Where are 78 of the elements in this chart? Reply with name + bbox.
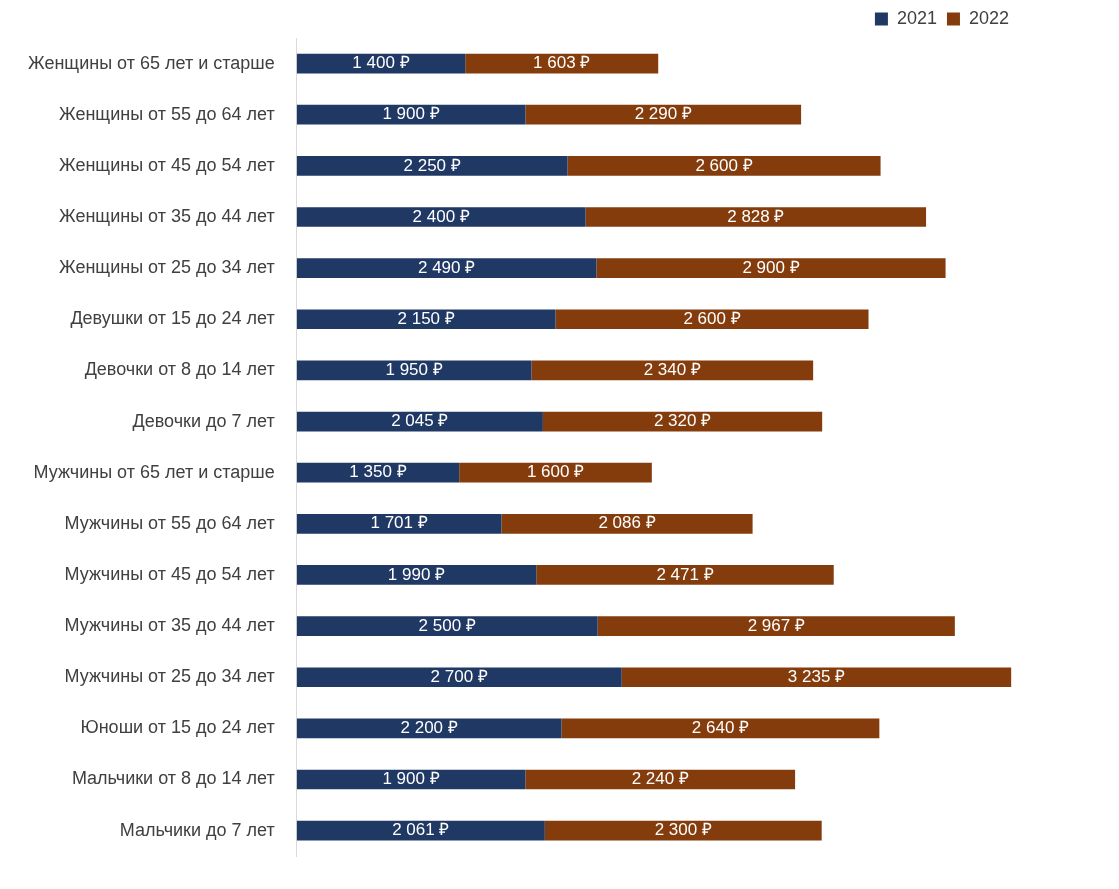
data-label: 1 701 ₽ bbox=[370, 513, 428, 533]
y-tick-label: Мужчины от 45 до 54 лет bbox=[64, 563, 275, 584]
y-tick-label: Женщины от 65 лет и старше bbox=[27, 52, 275, 73]
data-label: 2 086 ₽ bbox=[598, 513, 656, 533]
legend-label: 2022 bbox=[968, 7, 1009, 28]
bar bbox=[525, 769, 796, 790]
data-label: 2 045 ₽ bbox=[391, 411, 449, 431]
bar bbox=[296, 667, 622, 688]
data-label: 2 290 ₽ bbox=[634, 104, 692, 124]
y-tick-label: Мужчины от 35 до 44 лет bbox=[64, 615, 275, 636]
bar bbox=[296, 718, 562, 739]
data-label: 2 471 ₽ bbox=[656, 564, 714, 584]
y-tick-label: Мужчины от 65 лет и старше bbox=[33, 461, 275, 482]
data-label: 1 603 ₽ bbox=[533, 53, 591, 73]
bar bbox=[296, 207, 586, 227]
bar bbox=[531, 360, 814, 381]
data-label: 2 061 ₽ bbox=[392, 820, 450, 840]
data-label: 2 600 ₽ bbox=[695, 155, 753, 175]
y-tick-label: Мужчины от 55 до 64 лет bbox=[64, 512, 275, 533]
bar bbox=[501, 513, 753, 534]
data-label: 2 250 ₽ bbox=[403, 155, 461, 175]
bar bbox=[296, 462, 460, 483]
data-label: 2 240 ₽ bbox=[631, 769, 689, 789]
y-tick-label: Мальчики до 7 лет bbox=[119, 819, 275, 840]
data-label: 2 150 ₽ bbox=[397, 308, 455, 328]
bar bbox=[296, 156, 568, 176]
bar bbox=[597, 616, 955, 636]
bar bbox=[555, 309, 869, 330]
data-label: 2 200 ₽ bbox=[400, 718, 458, 738]
bar bbox=[585, 207, 927, 227]
data-label: 2 340 ₽ bbox=[643, 360, 701, 380]
data-label: 2 900 ₽ bbox=[742, 257, 800, 277]
data-label: 2 967 ₽ bbox=[747, 615, 805, 635]
data-label: 2 700 ₽ bbox=[430, 666, 488, 686]
y-tick-label: Мальчики от 8 до 14 лет bbox=[71, 768, 275, 789]
data-label: 2 600 ₽ bbox=[683, 308, 741, 328]
y-tick-label: Девочки от 8 до 14 лет bbox=[84, 359, 275, 380]
bar bbox=[296, 104, 526, 125]
bar bbox=[296, 565, 537, 585]
data-label: 2 500 ₽ bbox=[418, 615, 476, 635]
bar bbox=[561, 718, 880, 739]
data-label: 1 900 ₽ bbox=[382, 104, 440, 124]
bar bbox=[567, 156, 881, 176]
bar bbox=[459, 462, 652, 483]
bar bbox=[544, 820, 822, 841]
data-label: 2 490 ₽ bbox=[417, 257, 476, 277]
data-label: 2 400 ₽ bbox=[412, 206, 470, 226]
data-label: 1 350 ₽ bbox=[349, 462, 407, 482]
bar bbox=[296, 258, 597, 278]
bar bbox=[525, 104, 802, 125]
bar bbox=[621, 667, 1012, 688]
bar bbox=[296, 411, 543, 432]
data-label: 2 320 ₽ bbox=[653, 411, 712, 431]
data-label: 2 640 ₽ bbox=[691, 718, 750, 738]
bar bbox=[296, 616, 598, 636]
data-label: 1 600 ₽ bbox=[526, 462, 585, 482]
y-tick-label: Девушки от 15 до 24 лет bbox=[70, 308, 275, 329]
y-tick-label: Женщины от 55 до 64 лет bbox=[59, 103, 275, 124]
bar bbox=[296, 309, 556, 330]
data-label: 1 950 ₽ bbox=[385, 360, 443, 380]
legend-label: 2021 bbox=[896, 7, 937, 28]
y-tick-label: Юноши от 15 до 24 лет bbox=[80, 717, 275, 738]
y-tick-label: Девочки до 7 лет bbox=[132, 410, 275, 431]
data-label: 2 828 ₽ bbox=[727, 206, 785, 226]
bar bbox=[296, 820, 545, 841]
data-label: 1 900 ₽ bbox=[382, 769, 440, 789]
data-label: 3 235 ₽ bbox=[787, 666, 846, 686]
data-label: 1 400 ₽ bbox=[352, 53, 410, 73]
data-label: 1 990 ₽ bbox=[387, 564, 446, 584]
bar bbox=[542, 411, 823, 432]
y-tick-label: Женщины от 45 до 54 лет bbox=[59, 154, 275, 175]
y-tick-label: Женщины от 35 до 44 лет bbox=[59, 205, 275, 226]
bar bbox=[536, 565, 834, 585]
y-tick-label: Женщины от 25 до 34 лет bbox=[59, 257, 275, 278]
data-label: 2 300 ₽ bbox=[654, 820, 712, 840]
bar bbox=[596, 258, 946, 278]
bar bbox=[296, 513, 502, 534]
y-tick-label: Мужчины от 25 до 34 лет bbox=[64, 666, 275, 687]
